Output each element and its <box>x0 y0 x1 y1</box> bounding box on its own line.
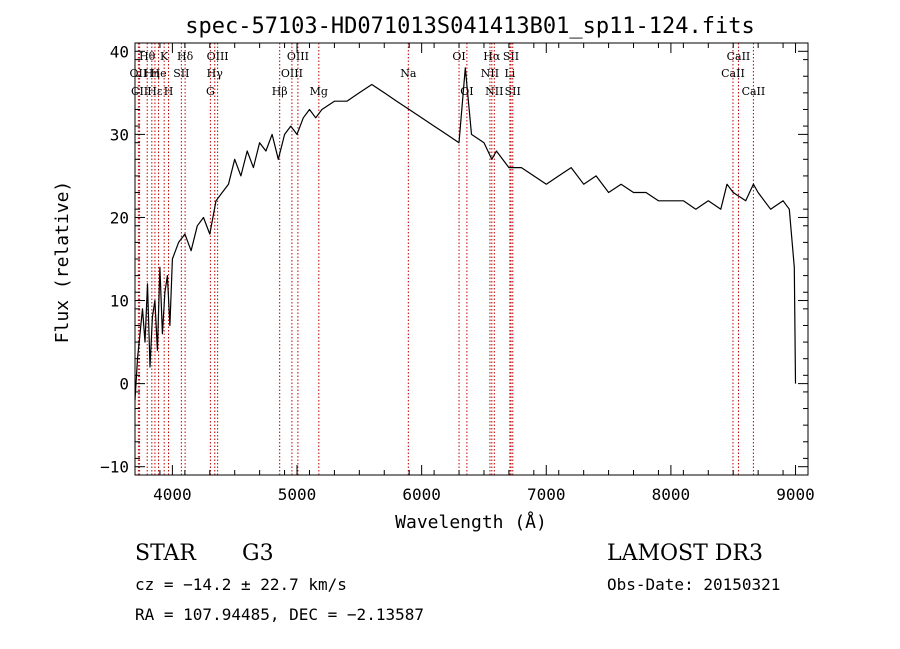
x-tick-label-4: 8000 <box>652 485 691 504</box>
obs-date: Obs-Date: 20150321 <box>607 575 780 594</box>
series-line-0 <box>134 67 797 401</box>
line-label-1: OII <box>130 67 148 80</box>
line-label-25: SII <box>505 85 521 98</box>
line-label-3: Hη <box>144 67 160 80</box>
y-tick-label-2: 10 <box>110 292 129 311</box>
x-tick-label-0: 4000 <box>153 485 192 504</box>
line-label-10: OIII <box>207 50 229 63</box>
x-tick-label-1: 5000 <box>278 485 317 504</box>
line-label-20: Hα <box>483 50 501 63</box>
line-label-24: Li <box>504 67 515 80</box>
y-tick-label-5: 40 <box>110 42 129 61</box>
line-label-16: Mg <box>310 85 328 98</box>
x-tick-label-3: 7000 <box>527 485 566 504</box>
line-label-8: SII <box>173 67 189 80</box>
line-label-12: G <box>206 85 215 98</box>
y-axis-label: Flux (relative) <box>52 181 73 344</box>
coordinates: RA = 107.94485, DEC = −2.13587 <box>135 605 424 624</box>
x-axis-label: Wavelength (Å) <box>395 511 547 533</box>
line-label-18: OI <box>452 50 465 63</box>
series-layer <box>134 67 797 401</box>
line-label-2: CII <box>131 85 148 98</box>
plot-frame <box>134 42 809 476</box>
redshift-cz: cz = −14.2 ± 22.7 km/s <box>135 575 347 594</box>
line-label-5: K <box>160 50 169 63</box>
survey-name: LAMOST DR3 <box>607 541 763 566</box>
line-label-17: Na <box>400 67 417 80</box>
line-label-13: Hβ <box>272 85 288 98</box>
line-label-23: SII <box>503 50 519 63</box>
line-label-14: OIII <box>287 50 309 63</box>
line-label-22: NII <box>485 85 503 98</box>
chart-title: spec-57103-HD071013S041413B01_sp11-124.f… <box>185 14 755 39</box>
tick-layer: 4000 5000 6000 7000 8000 9000 −10 0 10 20 30 40 <box>100 42 815 504</box>
y-tick-label-3: 20 <box>110 208 129 227</box>
line-label-28: CaII <box>742 85 766 98</box>
line-label-7: Hδ <box>177 50 194 63</box>
y-tick-label-1: 0 <box>119 375 129 394</box>
object-subclass: G3 <box>242 541 274 566</box>
line-label-21: NII <box>481 67 499 80</box>
line-label-4: He <box>151 67 167 80</box>
line-label-15: OIII <box>281 67 303 80</box>
line-label-26: CaII <box>727 50 751 63</box>
line-label-11: Hγ <box>207 67 224 80</box>
line-label-6: H <box>164 85 174 98</box>
line-label-27: CaII <box>721 67 745 80</box>
line-label-0: Hθ <box>139 50 156 63</box>
x-tick-label-5: 9000 <box>776 485 815 504</box>
x-tick-label-2: 6000 <box>402 485 441 504</box>
line-label-9: Hε <box>147 85 163 98</box>
y-tick-label-4: 30 <box>110 125 129 144</box>
y-tick-label-0: −10 <box>100 458 129 477</box>
object-type: STAR <box>135 541 197 566</box>
